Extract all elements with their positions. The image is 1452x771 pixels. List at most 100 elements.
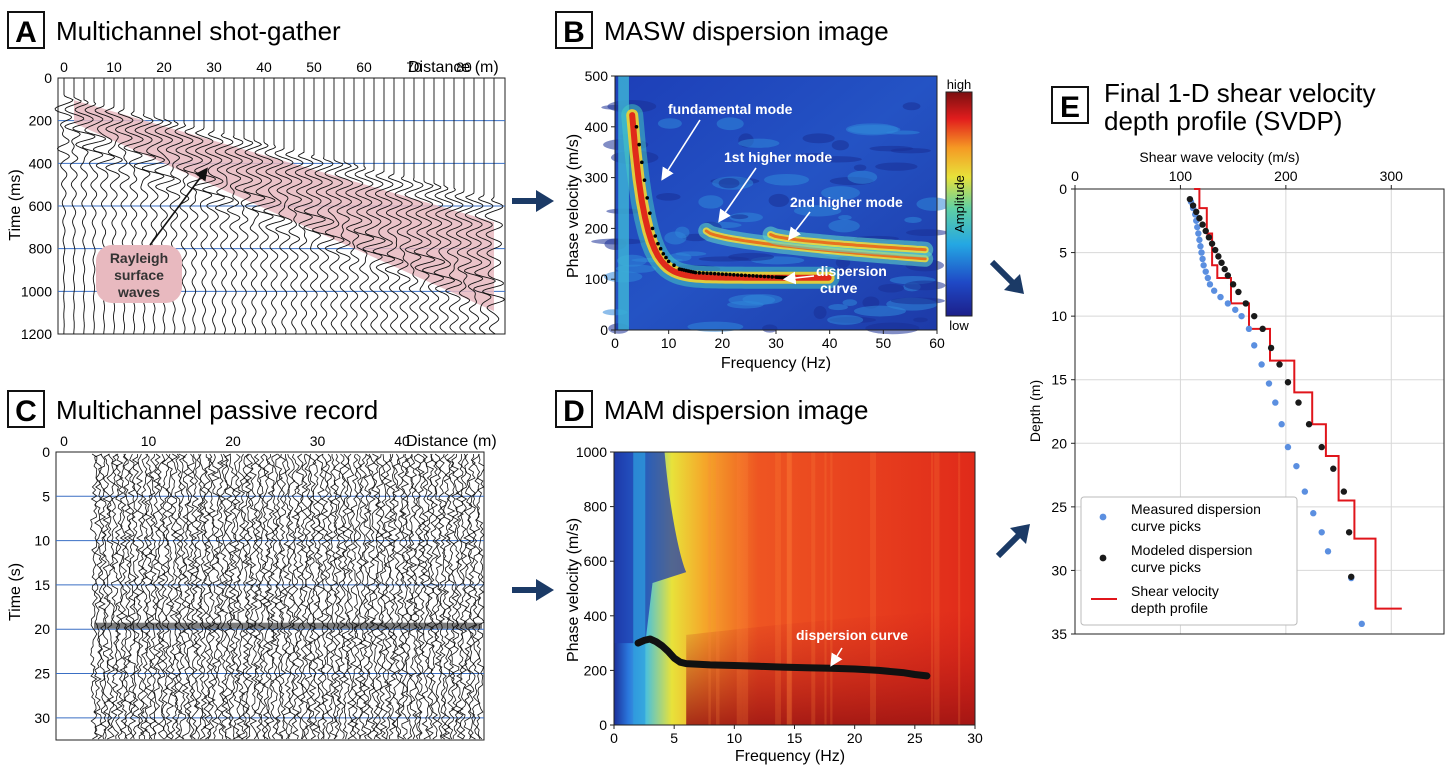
dispersion-point	[728, 272, 732, 277]
passive-trace	[144, 453, 153, 740]
passive-trace	[299, 453, 309, 740]
passive-trace	[434, 453, 443, 740]
texture-blob	[802, 133, 835, 144]
passive-trace	[194, 453, 204, 740]
dispersion-arrow-icon	[830, 647, 843, 667]
texture-blob	[905, 229, 948, 236]
dispersion-point	[770, 275, 774, 279]
dispersion-point	[735, 273, 740, 277]
panel-e-title-line1: Final 1-D shear velocity	[1104, 78, 1376, 108]
seismic-trace	[64, 78, 85, 334]
modeled-pick-point	[1229, 281, 1237, 288]
passive-trace	[228, 453, 238, 740]
passive-trace	[446, 453, 456, 740]
y-tick-label: 400	[585, 119, 609, 135]
texture-blob	[838, 215, 852, 221]
seismic-trace	[472, 78, 496, 335]
streak	[931, 452, 934, 725]
passive-trace	[257, 453, 267, 740]
measured-pick-point	[1217, 293, 1224, 301]
passive-record-plot: 0 10 20 30 40 0 5 10 15 20 25 30	[34, 433, 485, 741]
x-tick-label: 30	[967, 730, 983, 746]
measured-pick-point	[1224, 300, 1232, 307]
modeled-pick-point	[1251, 312, 1258, 320]
panel-b: B MASW dispersion image 0 10 20 30 40 50 60 0 10…	[555, 11, 973, 372]
y-tick-label: 800	[584, 499, 608, 515]
x-tick-label: 5	[670, 730, 678, 746]
panel-a-letter: A	[15, 16, 37, 49]
measured-pick-point	[1293, 462, 1300, 470]
texture-blob	[878, 283, 905, 293]
modeled-pick-point	[1276, 361, 1283, 368]
texture-blob	[718, 177, 740, 189]
seismic-trace	[362, 78, 386, 335]
passive-trace	[190, 453, 200, 740]
y-tick-label: 300	[585, 170, 609, 186]
measured-pick-point	[1202, 268, 1209, 275]
shear-velocity-profile-line	[1194, 188, 1402, 610]
streak	[824, 452, 827, 725]
texture-blob	[916, 197, 950, 211]
panel-a-title: Multichannel shot-gather	[56, 16, 341, 46]
x-tick-label: 0	[1071, 168, 1079, 184]
y-tick-label: 200	[585, 220, 609, 236]
dispersion-point	[656, 241, 660, 246]
dispersion-point	[766, 274, 771, 279]
passive-trace	[219, 453, 229, 740]
dispersion-point	[732, 272, 736, 277]
passive-trace	[388, 453, 397, 740]
legend-box	[1080, 496, 1298, 626]
y-tick-label: 25	[1051, 499, 1067, 515]
streak	[708, 452, 711, 725]
seismic-trace	[353, 78, 375, 335]
modeled-pick-point	[1193, 208, 1200, 216]
dispersion-point	[705, 271, 709, 276]
passive-trace	[241, 453, 250, 740]
x-tick-label: 60	[356, 59, 372, 75]
measured-pick-point	[1200, 262, 1207, 269]
modeled-pick-point	[1215, 253, 1222, 260]
passive-trace	[320, 453, 330, 740]
panel-b-ylabel: Phase velocity (m/s)	[565, 134, 582, 278]
passive-trace	[459, 453, 468, 740]
texture-blob	[664, 231, 687, 245]
passive-trace	[249, 453, 258, 740]
passive-trace	[101, 453, 111, 740]
seismic-trace	[214, 78, 234, 335]
panel-d-xlabel: Frequency (Hz)	[735, 748, 845, 765]
shot-gather-plot: 0 10 20 30 40 50 60 70 80020040060080010001200Ra…	[21, 59, 506, 342]
legend-label-line2: curve picks	[1131, 559, 1201, 575]
y-tick-label: 400	[584, 608, 608, 624]
y-tick-label: 400	[29, 155, 53, 171]
passive-trace	[333, 453, 343, 740]
texture-blob	[890, 297, 945, 305]
seismic-trace	[413, 78, 436, 335]
passive-trace	[123, 453, 133, 740]
y-tick-label: 20	[1051, 435, 1067, 451]
dispersion-curve	[634, 635, 931, 680]
x-tick-label: 25	[907, 730, 923, 746]
rayleigh-annotation-line: Rayleigh	[110, 250, 168, 266]
seismic-trace	[274, 78, 294, 335]
dispersion-point	[697, 271, 702, 275]
texture-blob	[828, 219, 860, 233]
passive-trace	[412, 453, 422, 740]
modeled-pick-point	[1330, 465, 1337, 472]
y-tick-label: 30	[34, 710, 50, 726]
seismic-trace	[285, 78, 304, 335]
modeled-pick-point	[1208, 240, 1216, 247]
dispersion-point	[751, 274, 755, 278]
passive-trace	[283, 453, 292, 740]
dispersion-point	[716, 272, 721, 276]
passive-trace	[450, 453, 460, 740]
dispersion-point	[709, 271, 713, 276]
measured-pick-point	[1324, 548, 1332, 555]
texture-blob	[716, 117, 744, 131]
y-tick-label: 5	[1059, 245, 1067, 261]
measured-pick-point	[1318, 529, 1325, 536]
passive-event-band	[94, 622, 482, 629]
dispersion-point	[739, 273, 744, 278]
x-tick-label: 30	[206, 59, 222, 75]
passive-trace	[379, 453, 389, 740]
texture-blob	[828, 304, 848, 311]
